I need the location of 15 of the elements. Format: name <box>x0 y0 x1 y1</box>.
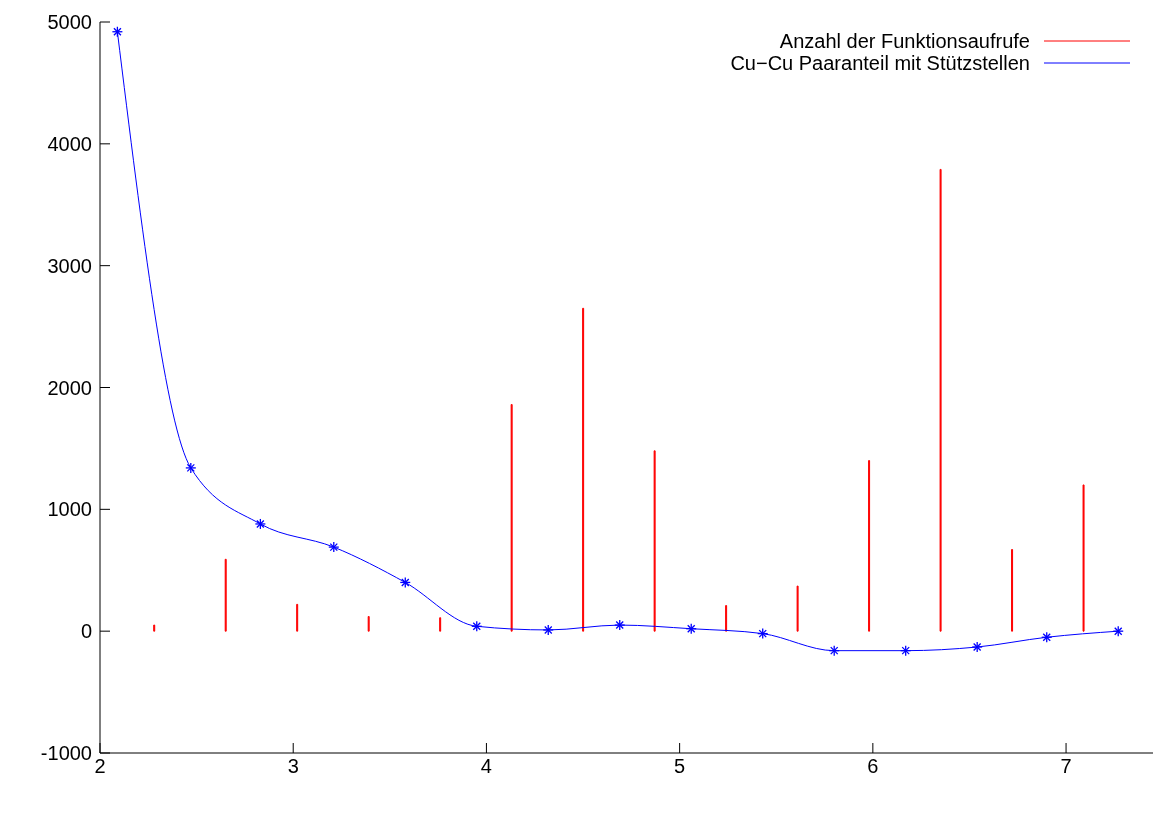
x-tick-label: 2 <box>94 755 106 778</box>
y-tick-label: -1000 <box>40 742 92 765</box>
y-tick-label: 4000 <box>47 132 92 155</box>
x-tick-label: 5 <box>674 755 686 778</box>
x-tick-label: 7 <box>1060 755 1072 778</box>
x-tick-label: 4 <box>480 755 492 778</box>
y-tick-label: 0 <box>80 620 92 643</box>
x-tick-label: 3 <box>287 755 299 778</box>
x-tick-label: 6 <box>867 755 879 778</box>
legend-label: Cu−Cu Paaranteil mit Stützstellen <box>730 52 1030 74</box>
legend-label: Anzahl der Funktionsaufrufe <box>779 30 1030 52</box>
y-tick-label: 3000 <box>47 254 92 277</box>
y-tick-label: 2000 <box>47 376 92 399</box>
y-tick-label: 5000 <box>47 11 92 34</box>
y-tick-label: 1000 <box>47 498 92 521</box>
